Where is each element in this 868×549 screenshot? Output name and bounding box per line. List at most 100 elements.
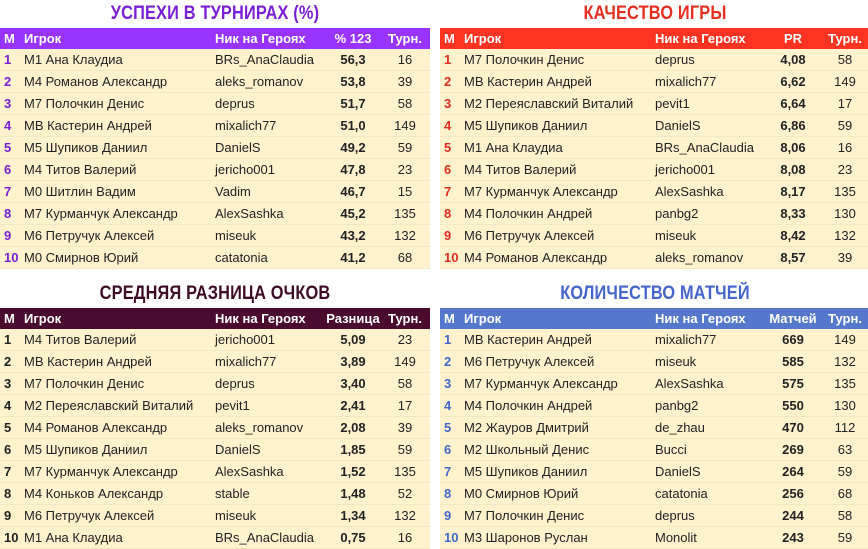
nick-cell: DanielS bbox=[211, 136, 326, 159]
nick-cell: pevit1 bbox=[211, 394, 326, 417]
turns-cell: 149 bbox=[380, 114, 430, 137]
value-cell: 1,85 bbox=[326, 438, 380, 461]
value-cell: 45,2 bbox=[326, 202, 380, 225]
value-cell: 1,48 bbox=[326, 482, 380, 505]
header-turns: Турн. bbox=[388, 31, 422, 46]
nick-cell: AlexSashka bbox=[211, 202, 326, 225]
table-header-row: М Игрок Ник на Героях % 123 Турн. bbox=[0, 28, 430, 49]
turns-cell: 132 bbox=[380, 504, 430, 527]
nick-cell: BRs_AnaClaudia bbox=[211, 49, 326, 71]
nick-cell: catatonia bbox=[211, 246, 326, 269]
turns-cell: 58 bbox=[380, 92, 430, 115]
player-cell: М5 Шупиков Даниил bbox=[20, 438, 211, 461]
value-cell: 53,8 bbox=[326, 70, 380, 93]
turns-cell: 59 bbox=[380, 136, 430, 159]
table-row: 2 МВ Кастерин Андрей mixalich77 3,89 149 bbox=[0, 350, 430, 373]
player-cell: М4 Титов Валерий bbox=[20, 329, 211, 351]
value-cell: 2,41 bbox=[326, 394, 380, 417]
player-cell: М4 Полочкин Андрей bbox=[460, 394, 651, 417]
turns-cell: 52 bbox=[380, 482, 430, 505]
rank-cell: 8 bbox=[0, 202, 20, 225]
player-cell: М0 Смирнов Юрий bbox=[20, 246, 211, 269]
player-cell: М4 Коньков Александр bbox=[20, 482, 211, 505]
player-cell: М7 Полочкин Денис bbox=[460, 49, 651, 71]
turns-cell: 17 bbox=[380, 394, 430, 417]
header-nick: Ник на Героях bbox=[215, 311, 306, 326]
table-row: 9 М6 Петручук Алексей miseuk 43,2 132 bbox=[0, 224, 430, 247]
nick-cell: panbg2 bbox=[651, 394, 766, 417]
rank-cell: 9 bbox=[440, 224, 460, 247]
turns-cell: 135 bbox=[380, 202, 430, 225]
rank-cell: 6 bbox=[0, 158, 20, 181]
rank-cell: 1 bbox=[440, 329, 460, 351]
value-cell: 470 bbox=[766, 416, 820, 439]
rank-cell: 8 bbox=[440, 202, 460, 225]
player-cell: М2 Переяславский Виталий bbox=[460, 92, 651, 115]
rank-cell: 4 bbox=[0, 114, 20, 137]
nick-cell: panbg2 bbox=[651, 202, 766, 225]
table-row: 4 М2 Переяславский Виталий pevit1 2,41 17 bbox=[0, 394, 430, 417]
rank-cell: 6 bbox=[440, 158, 460, 181]
rank-cell: 2 bbox=[0, 350, 20, 373]
rank-cell: 4 bbox=[440, 394, 460, 417]
value-cell: 51,7 bbox=[326, 92, 380, 115]
nick-cell: AlexSashka bbox=[651, 180, 766, 203]
rank-cell: 1 bbox=[0, 49, 20, 71]
nick-cell: stable bbox=[211, 482, 326, 505]
rank-cell: 10 bbox=[440, 246, 460, 269]
turns-cell: 68 bbox=[380, 246, 430, 269]
player-cell: МВ Кастерин Андрей bbox=[20, 114, 211, 137]
panel-title: КОЛИЧЕСТВО МАТЧЕЙ bbox=[560, 283, 750, 304]
table-row: 4 МВ Кастерин Андрей mixalich77 51,0 149 bbox=[0, 114, 430, 137]
table-header-row: М Игрок Ник на Героях PR Турн. bbox=[440, 28, 868, 49]
table-row: 7 М0 Шитлин Вадим Vadim 46,7 15 bbox=[0, 180, 430, 203]
table-row: 1 М7 Полочкин Денис deprus 4,08 58 bbox=[440, 49, 868, 71]
value-cell: 669 bbox=[766, 329, 820, 351]
player-cell: М4 Романов Александр bbox=[460, 246, 651, 269]
header-turns: Турн. bbox=[828, 31, 862, 46]
rank-cell: 7 bbox=[440, 180, 460, 203]
value-cell: 51,0 bbox=[326, 114, 380, 137]
value-cell: 3,40 bbox=[326, 372, 380, 395]
value-cell: 269 bbox=[766, 438, 820, 461]
nick-cell: AlexSashka bbox=[211, 460, 326, 483]
nick-cell: aleks_romanov bbox=[651, 246, 766, 269]
header-player: Игрок bbox=[464, 311, 502, 326]
table-row: 7 М7 Курманчук Александр AlexSashka 8,17 135 bbox=[440, 180, 868, 203]
turns-cell: 39 bbox=[820, 246, 868, 269]
value-cell: 575 bbox=[766, 372, 820, 395]
header-nick: Ник на Героях bbox=[655, 311, 746, 326]
value-cell: 8,06 bbox=[766, 136, 820, 159]
table-row: 3 М7 Курманчук Александр AlexSashka 575 135 bbox=[440, 372, 868, 395]
turns-cell: 58 bbox=[820, 504, 868, 527]
header-m: М bbox=[4, 31, 15, 46]
value-cell: 8,57 bbox=[766, 246, 820, 269]
value-cell: 6,62 bbox=[766, 70, 820, 93]
value-cell: 4,08 bbox=[766, 49, 820, 71]
player-cell: М4 Романов Александр bbox=[20, 416, 211, 439]
header-nick: Ник на Героях bbox=[215, 31, 306, 46]
player-cell: М5 Шупиков Даниил bbox=[460, 460, 651, 483]
turns-cell: 135 bbox=[380, 460, 430, 483]
rank-cell: 1 bbox=[0, 329, 20, 351]
table-row: 4 М5 Шупиков Даниил DanielS 6,86 59 bbox=[440, 114, 868, 137]
rank-cell: 5 bbox=[0, 416, 20, 439]
nick-cell: AlexSashka bbox=[651, 372, 766, 395]
nick-cell: jericho001 bbox=[211, 329, 326, 351]
value-cell: 8,42 bbox=[766, 224, 820, 247]
table-row: 3 М7 Полочкин Денис deprus 51,7 58 bbox=[0, 92, 430, 115]
turns-cell: 149 bbox=[380, 350, 430, 373]
turns-cell: 39 bbox=[380, 416, 430, 439]
panel-average-points-difference: СРЕДНЯЯ РАЗНИЦА ОЧКОВ М Игрок Ник на Гер… bbox=[0, 280, 430, 549]
header-m: М bbox=[444, 311, 455, 326]
nick-cell: jericho001 bbox=[651, 158, 766, 181]
nick-cell: jericho001 bbox=[211, 158, 326, 181]
nick-cell: DanielS bbox=[651, 460, 766, 483]
nick-cell: deprus bbox=[211, 372, 326, 395]
header-m: М bbox=[4, 311, 15, 326]
value-cell: 49,2 bbox=[326, 136, 380, 159]
turns-cell: 58 bbox=[380, 372, 430, 395]
player-cell: М7 Полочкин Денис bbox=[20, 372, 211, 395]
table-row: 8 М4 Коньков Александр stable 1,48 52 bbox=[0, 482, 430, 505]
table-row: 2 М4 Романов Александр aleks_romanov 53,8 39 bbox=[0, 70, 430, 93]
